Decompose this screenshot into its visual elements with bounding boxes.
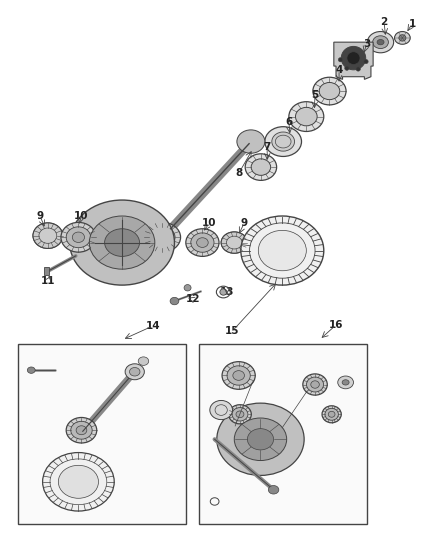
Ellipse shape xyxy=(296,107,317,126)
Ellipse shape xyxy=(232,408,248,421)
Ellipse shape xyxy=(311,381,319,388)
Ellipse shape xyxy=(241,216,324,285)
Ellipse shape xyxy=(138,357,149,366)
Ellipse shape xyxy=(373,36,389,49)
Ellipse shape xyxy=(156,232,169,243)
Ellipse shape xyxy=(66,417,97,443)
Ellipse shape xyxy=(105,229,140,256)
Text: 11: 11 xyxy=(41,277,55,286)
Ellipse shape xyxy=(347,52,360,64)
Ellipse shape xyxy=(186,229,219,256)
Ellipse shape xyxy=(341,46,366,70)
Ellipse shape xyxy=(328,411,335,417)
Ellipse shape xyxy=(345,66,349,70)
Ellipse shape xyxy=(149,227,175,248)
Text: 15: 15 xyxy=(225,326,239,336)
Bar xyxy=(18,344,186,524)
Ellipse shape xyxy=(61,222,96,252)
Bar xyxy=(199,344,367,524)
Ellipse shape xyxy=(220,289,227,295)
Text: 1: 1 xyxy=(408,19,416,29)
Ellipse shape xyxy=(272,132,294,151)
Ellipse shape xyxy=(377,39,384,45)
Text: 5: 5 xyxy=(311,90,319,100)
Ellipse shape xyxy=(144,222,180,252)
Ellipse shape xyxy=(222,362,255,389)
Text: 10: 10 xyxy=(74,211,89,221)
Ellipse shape xyxy=(229,405,251,424)
Ellipse shape xyxy=(237,130,265,154)
Ellipse shape xyxy=(184,285,191,291)
Ellipse shape xyxy=(303,374,327,395)
Ellipse shape xyxy=(395,31,410,44)
Ellipse shape xyxy=(221,232,247,253)
Ellipse shape xyxy=(251,159,271,175)
Ellipse shape xyxy=(234,418,287,461)
Ellipse shape xyxy=(399,35,406,41)
Ellipse shape xyxy=(338,376,353,389)
Ellipse shape xyxy=(356,67,360,71)
Text: 13: 13 xyxy=(219,287,234,297)
Ellipse shape xyxy=(322,406,341,423)
Ellipse shape xyxy=(170,297,179,305)
Ellipse shape xyxy=(71,421,92,439)
Ellipse shape xyxy=(33,223,63,248)
Text: 4: 4 xyxy=(336,65,343,75)
Ellipse shape xyxy=(307,377,324,392)
Ellipse shape xyxy=(76,426,87,435)
Ellipse shape xyxy=(125,364,145,379)
Ellipse shape xyxy=(210,400,233,419)
Ellipse shape xyxy=(217,403,304,475)
Text: 3: 3 xyxy=(363,39,370,49)
Ellipse shape xyxy=(289,102,324,132)
Ellipse shape xyxy=(191,233,214,252)
Ellipse shape xyxy=(364,60,368,63)
Ellipse shape xyxy=(367,31,394,53)
Text: 9: 9 xyxy=(241,218,248,228)
Ellipse shape xyxy=(325,408,339,420)
Ellipse shape xyxy=(265,127,301,157)
Ellipse shape xyxy=(72,232,85,243)
Text: 2: 2 xyxy=(381,17,388,27)
Ellipse shape xyxy=(33,223,63,248)
Ellipse shape xyxy=(227,366,250,385)
Ellipse shape xyxy=(236,411,244,418)
Ellipse shape xyxy=(268,486,279,494)
Ellipse shape xyxy=(319,83,340,100)
Ellipse shape xyxy=(130,368,140,376)
Polygon shape xyxy=(334,42,373,79)
Ellipse shape xyxy=(247,429,274,450)
Ellipse shape xyxy=(27,367,35,373)
Text: 8: 8 xyxy=(235,168,242,179)
Text: 6: 6 xyxy=(285,117,293,127)
Ellipse shape xyxy=(342,379,349,385)
Bar xyxy=(44,266,49,275)
Ellipse shape xyxy=(40,229,56,242)
Ellipse shape xyxy=(58,465,99,498)
Ellipse shape xyxy=(70,200,174,285)
Ellipse shape xyxy=(258,230,306,271)
Ellipse shape xyxy=(338,58,343,62)
Text: 12: 12 xyxy=(186,294,200,304)
Ellipse shape xyxy=(245,154,277,180)
Ellipse shape xyxy=(313,77,346,105)
Ellipse shape xyxy=(66,227,91,248)
Text: 16: 16 xyxy=(329,320,343,330)
Text: 14: 14 xyxy=(145,321,160,331)
Ellipse shape xyxy=(233,370,244,381)
Text: 10: 10 xyxy=(202,218,217,228)
Ellipse shape xyxy=(42,453,114,511)
Ellipse shape xyxy=(197,238,208,247)
Text: 9: 9 xyxy=(36,211,43,221)
Text: 7: 7 xyxy=(263,142,271,152)
Ellipse shape xyxy=(221,232,247,253)
Ellipse shape xyxy=(227,237,241,248)
Ellipse shape xyxy=(89,216,155,269)
